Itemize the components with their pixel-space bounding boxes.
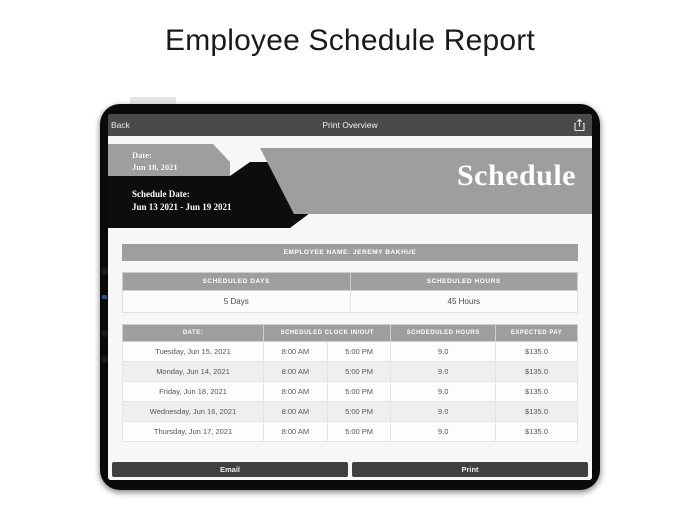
detail-cell-clock-in: 8:00 AM bbox=[263, 381, 328, 402]
report-banner: Date: Jun 18, 2021 Schedule Date: Jun 13… bbox=[108, 136, 592, 238]
detail-cell-hours: 9.0 bbox=[390, 361, 497, 382]
detail-cell-clock-in: 8:00 AM bbox=[263, 361, 328, 382]
detail-cell-hours: 9.0 bbox=[390, 341, 497, 362]
detail-cell-pay: $135.0 bbox=[495, 361, 578, 382]
banner-shapes bbox=[108, 144, 592, 228]
navigation-bar: Back Print Overview bbox=[108, 114, 592, 136]
detail-header-row: DATE: SCHEDULED CLOCK IN/OUT SCHDEDULED … bbox=[121, 324, 578, 342]
detail-cell-date: Thursday, Jun 17, 2021 bbox=[121, 421, 265, 442]
page-title: Employee Schedule Report bbox=[164, 24, 535, 57]
summary-header-hours: SCHEDULED HOURS bbox=[349, 272, 578, 291]
schedule-detail-table: DATE: SCHEDULED CLOCK IN/OUT SCHDEDULED … bbox=[121, 324, 578, 442]
device-screen: Back Print Overview Date: Jun 18, 2021 S… bbox=[108, 114, 592, 480]
detail-cell-clock-in: 8:00 AM bbox=[263, 401, 328, 422]
summary-value-days: 5 Days bbox=[122, 290, 351, 313]
bezel-dot-icon bbox=[101, 330, 108, 337]
detail-table-body: Tuesday, Jun 15, 2021 8:00 AM 5:00 PM 9.0 $1… bbox=[121, 341, 578, 442]
detail-cell-pay: $135.0 bbox=[495, 381, 578, 402]
detail-cell-pay: $135.0 bbox=[495, 341, 578, 362]
banner-schedule-block: Schedule Date: Jun 13 2021 - Jun 19 2021 bbox=[132, 188, 232, 213]
banner-heading: Schedule bbox=[456, 159, 576, 192]
summary-value-hours: 45 Hours bbox=[349, 290, 578, 313]
share-icon[interactable] bbox=[574, 118, 585, 132]
detail-cell-clock-out: 5:00 PM bbox=[326, 421, 392, 442]
detail-cell-clock-out: 5:00 PM bbox=[326, 381, 392, 402]
detail-cell-pay: $135.0 bbox=[495, 421, 578, 442]
summary-value-row: 5 Days 45 Hours bbox=[122, 290, 578, 313]
table-row: Wednesday, Jun 16, 2021 8:00 AM 5:00 PM 9.0… bbox=[121, 401, 578, 422]
table-row: Thursday, Jun 17, 2021 8:00 AM 5:00 PM 9.0 $… bbox=[121, 421, 578, 442]
bezel-dot-icon bbox=[101, 356, 108, 363]
table-row: Tuesday, Jun 15, 2021 8:00 AM 5:00 PM 9.0 $1… bbox=[121, 341, 578, 362]
detail-cell-hours: 9.0 bbox=[390, 381, 497, 402]
detail-header-date: DATE: bbox=[121, 324, 265, 342]
detail-cell-clock-in: 8:00 AM bbox=[263, 421, 328, 442]
banner-date-value: Jun 18, 2021 bbox=[132, 162, 178, 172]
banner-schedule-label: Schedule Date: bbox=[132, 189, 190, 199]
bezel-dot-icon bbox=[101, 268, 108, 275]
summary-header-row: SCHEDULED DAYS SCHEDULED HOURS bbox=[122, 272, 578, 291]
detail-header-hours: SCHDEDULED HOURS bbox=[390, 324, 497, 342]
detail-cell-clock-out: 5:00 PM bbox=[326, 341, 392, 362]
banner-schedule-value: Jun 13 2021 - Jun 19 2021 bbox=[132, 201, 232, 212]
detail-cell-date: Wednesday, Jun 16, 2021 bbox=[121, 401, 265, 422]
detail-cell-hours: 9.0 bbox=[390, 421, 497, 442]
action-bar: Email Print bbox=[108, 462, 592, 480]
summary-table: SCHEDULED DAYS SCHEDULED HOURS 5 Days 45… bbox=[122, 272, 578, 313]
banner-date-label: Date: bbox=[132, 150, 152, 160]
report-body: EMPLOYEE NAME: JEREMY BAKHUE SCHEDULED D… bbox=[108, 238, 592, 442]
detail-cell-date: Friday, Jun 18, 2021 bbox=[121, 381, 265, 402]
summary-header-days: SCHEDULED DAYS bbox=[122, 272, 351, 291]
detail-cell-clock-out: 5:00 PM bbox=[326, 361, 392, 382]
bezel-led-icon bbox=[102, 295, 107, 299]
banner-date-block: Date: Jun 18, 2021 bbox=[132, 149, 178, 173]
detail-cell-hours: 9.0 bbox=[390, 401, 497, 422]
table-row: Friday, Jun 18, 2021 8:00 AM 5:00 PM 9.0 $13… bbox=[121, 381, 578, 402]
detail-cell-pay: $135.0 bbox=[495, 401, 578, 422]
detail-cell-clock-in: 8:00 AM bbox=[263, 341, 328, 362]
detail-header-pay: EXPECTED PAY bbox=[495, 324, 578, 342]
detail-cell-date: Tuesday, Jun 15, 2021 bbox=[121, 341, 265, 362]
detail-cell-clock-out: 5:00 PM bbox=[326, 401, 392, 422]
table-row: Monday, Jun 14, 2021 8:00 AM 5:00 PM 9.0 $13… bbox=[121, 361, 578, 382]
nav-title: Print Overview bbox=[322, 120, 378, 130]
back-button[interactable]: Back bbox=[111, 120, 130, 130]
print-button[interactable]: Print bbox=[352, 462, 588, 477]
device-notch bbox=[130, 97, 176, 106]
detail-header-clock: SCHEDULED CLOCK IN/OUT bbox=[263, 324, 392, 342]
employee-name-band: EMPLOYEE NAME: JEREMY BAKHUE bbox=[122, 244, 578, 261]
email-button[interactable]: Email bbox=[112, 462, 348, 477]
detail-cell-date: Monday, Jun 14, 2021 bbox=[121, 361, 265, 382]
